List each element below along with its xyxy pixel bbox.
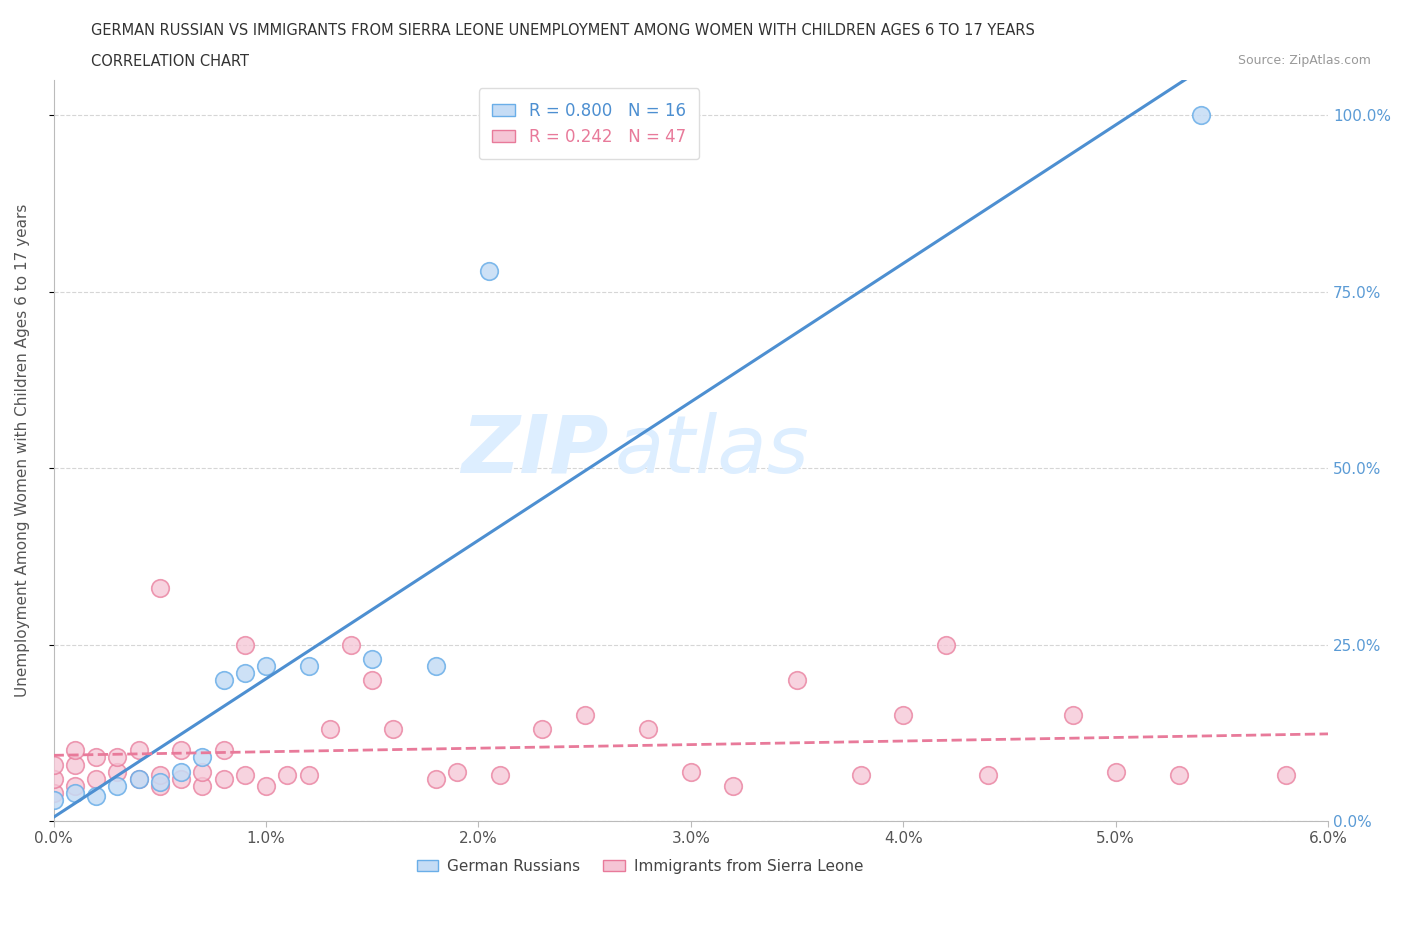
Point xyxy=(1105,764,1128,779)
Text: Source: ZipAtlas.com: Source: ZipAtlas.com xyxy=(1237,54,1371,67)
Point xyxy=(361,672,384,687)
Point xyxy=(382,722,405,737)
Point xyxy=(446,764,468,779)
Point xyxy=(128,771,150,786)
Point xyxy=(679,764,702,779)
Text: ZIP: ZIP xyxy=(461,412,607,489)
Point xyxy=(149,767,172,782)
Point xyxy=(105,778,128,793)
Point xyxy=(478,263,501,278)
Point xyxy=(105,751,128,765)
Point xyxy=(935,637,957,652)
Point xyxy=(63,757,86,772)
Point xyxy=(170,771,193,786)
Point xyxy=(425,658,447,673)
Point xyxy=(849,767,872,782)
Text: CORRELATION CHART: CORRELATION CHART xyxy=(91,54,249,69)
Point xyxy=(149,580,172,595)
Point xyxy=(42,771,65,786)
Point xyxy=(254,778,277,793)
Point xyxy=(361,651,384,666)
Point xyxy=(105,764,128,779)
Text: atlas: atlas xyxy=(614,412,810,489)
Text: GERMAN RUSSIAN VS IMMIGRANTS FROM SIERRA LEONE UNEMPLOYMENT AMONG WOMEN WITH CHI: GERMAN RUSSIAN VS IMMIGRANTS FROM SIERRA… xyxy=(91,23,1035,38)
Point xyxy=(233,665,256,680)
Point xyxy=(319,722,342,737)
Point xyxy=(276,767,298,782)
Point xyxy=(42,792,65,807)
Point xyxy=(42,785,65,800)
Point xyxy=(149,778,172,793)
Y-axis label: Unemployment Among Women with Children Ages 6 to 17 years: Unemployment Among Women with Children A… xyxy=(15,204,30,698)
Point xyxy=(191,751,214,765)
Point xyxy=(531,722,554,737)
Point xyxy=(63,778,86,793)
Point xyxy=(191,764,214,779)
Point xyxy=(233,637,256,652)
Point xyxy=(170,743,193,758)
Point xyxy=(1062,708,1084,723)
Point xyxy=(170,764,193,779)
Point xyxy=(1189,108,1212,123)
Point xyxy=(233,767,256,782)
Point xyxy=(84,771,107,786)
Point xyxy=(297,767,319,782)
Point xyxy=(63,785,86,800)
Point xyxy=(212,771,235,786)
Point xyxy=(425,771,447,786)
Point xyxy=(977,767,1000,782)
Point xyxy=(212,743,235,758)
Point xyxy=(254,658,277,673)
Point xyxy=(723,778,745,793)
Point xyxy=(340,637,363,652)
Point xyxy=(1274,767,1296,782)
Point xyxy=(149,775,172,790)
Point xyxy=(891,708,914,723)
Point xyxy=(488,767,510,782)
Point xyxy=(128,771,150,786)
Point xyxy=(637,722,659,737)
Point xyxy=(574,708,596,723)
Point xyxy=(191,778,214,793)
Point xyxy=(84,751,107,765)
Point xyxy=(1168,767,1191,782)
Point xyxy=(63,743,86,758)
Point xyxy=(84,789,107,804)
Point xyxy=(128,743,150,758)
Point xyxy=(212,672,235,687)
Point xyxy=(297,658,319,673)
Point xyxy=(42,757,65,772)
Point xyxy=(786,672,808,687)
Legend: German Russians, Immigrants from Sierra Leone: German Russians, Immigrants from Sierra … xyxy=(411,853,869,880)
